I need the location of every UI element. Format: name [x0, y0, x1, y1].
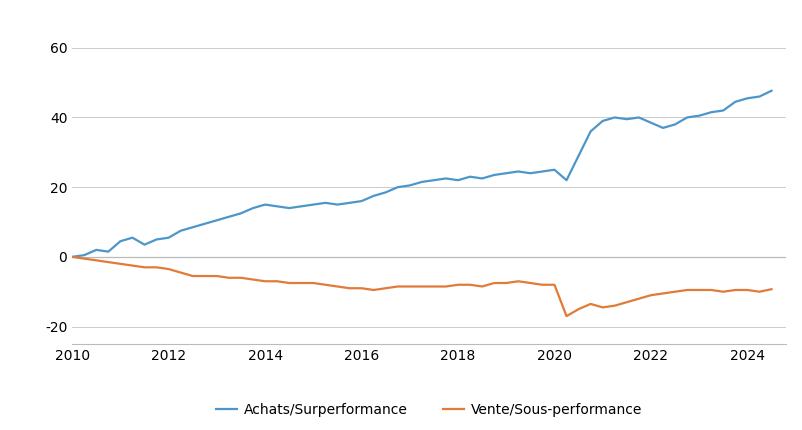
Achats/Surperformance [67, 254, 77, 259]
Achats/Surperformance [176, 228, 185, 233]
Achats/Surperformance [91, 247, 101, 252]
Achats/Surperformance [573, 153, 583, 158]
Vente/Sous-performance [140, 265, 149, 270]
Vente/Sous-performance [585, 301, 595, 307]
Vente/Sous-performance [429, 284, 439, 289]
Achats/Surperformance [429, 178, 439, 183]
Line: Achats/Surperformance: Achats/Surperformance [72, 91, 772, 257]
Vente/Sous-performance [561, 313, 571, 319]
Vente/Sous-performance [91, 258, 101, 263]
Line: Vente/Sous-performance: Vente/Sous-performance [72, 257, 772, 316]
Legend: Achats/Surperformance, Vente/Sous-performance: Achats/Surperformance, Vente/Sous-perfor… [211, 397, 647, 422]
Achats/Surperformance [767, 88, 776, 93]
Vente/Sous-performance [67, 254, 77, 259]
Vente/Sous-performance [767, 287, 776, 292]
Vente/Sous-performance [176, 270, 185, 275]
Vente/Sous-performance [249, 277, 258, 282]
Achats/Surperformance [249, 206, 258, 211]
Achats/Surperformance [140, 242, 149, 247]
